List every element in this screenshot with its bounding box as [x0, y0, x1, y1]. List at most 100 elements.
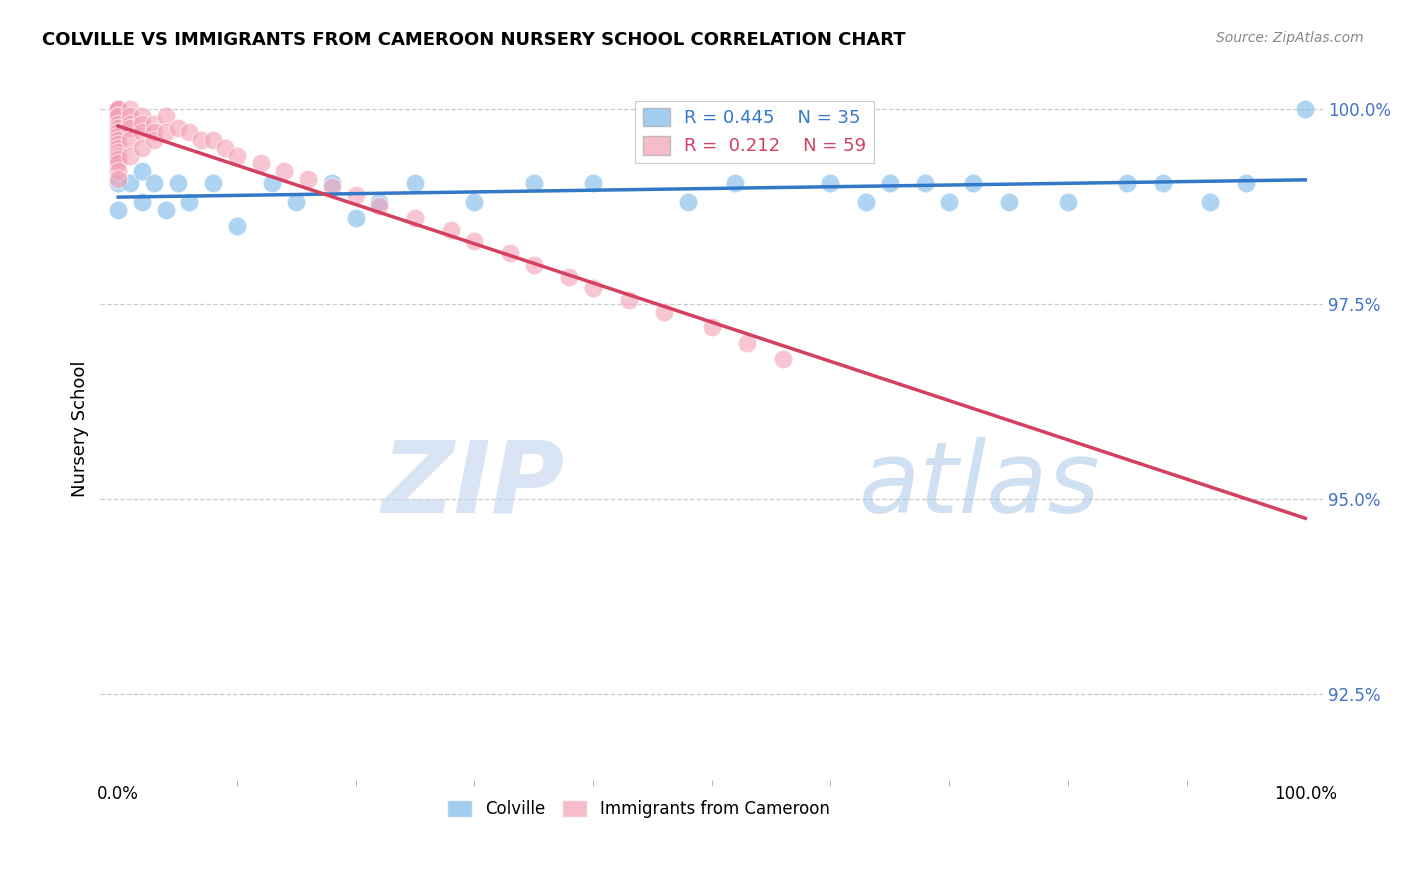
- Point: [118, 110, 141, 124]
- Point: [107, 121, 129, 136]
- Point: [297, 172, 319, 186]
- Point: [131, 195, 153, 210]
- Point: [107, 110, 129, 124]
- Point: [344, 187, 367, 202]
- Point: [107, 133, 129, 147]
- Point: [404, 211, 426, 225]
- Point: [179, 125, 201, 139]
- Point: [368, 199, 391, 213]
- Point: [938, 195, 960, 210]
- Point: [107, 203, 129, 218]
- Point: [131, 117, 153, 131]
- Legend: Colville, Immigrants from Cameroon: Colville, Immigrants from Cameroon: [440, 793, 837, 825]
- Point: [118, 102, 141, 116]
- Point: [166, 176, 188, 190]
- Point: [202, 176, 225, 190]
- Point: [225, 219, 247, 233]
- Point: [107, 102, 129, 116]
- Point: [523, 176, 546, 190]
- Point: [1294, 102, 1316, 116]
- Point: [118, 117, 141, 131]
- Point: [439, 223, 461, 237]
- Text: Source: ZipAtlas.com: Source: ZipAtlas.com: [1216, 31, 1364, 45]
- Point: [997, 195, 1019, 210]
- Point: [523, 258, 546, 272]
- Point: [202, 133, 225, 147]
- Point: [737, 335, 759, 350]
- Point: [700, 320, 723, 334]
- Point: [107, 141, 129, 155]
- Point: [368, 195, 391, 210]
- Point: [155, 203, 177, 218]
- Point: [107, 164, 129, 178]
- Point: [142, 176, 165, 190]
- Point: [582, 176, 605, 190]
- Point: [107, 136, 129, 151]
- Point: [131, 125, 153, 139]
- Point: [652, 304, 675, 318]
- Point: [1116, 176, 1139, 190]
- Point: [107, 102, 129, 116]
- Point: [107, 110, 129, 124]
- Point: [107, 172, 129, 186]
- Point: [1234, 176, 1257, 190]
- Point: [107, 102, 129, 116]
- Point: [214, 141, 236, 155]
- Point: [1152, 176, 1174, 190]
- Point: [724, 176, 747, 190]
- Point: [118, 148, 141, 162]
- Point: [179, 195, 201, 210]
- Point: [107, 102, 129, 116]
- Text: ZIP: ZIP: [382, 436, 565, 533]
- Point: [285, 195, 308, 210]
- Point: [118, 121, 141, 136]
- Point: [344, 211, 367, 225]
- Point: [118, 176, 141, 190]
- Point: [914, 176, 936, 190]
- Point: [558, 269, 581, 284]
- Point: [107, 145, 129, 159]
- Point: [155, 110, 177, 124]
- Point: [166, 121, 188, 136]
- Point: [107, 125, 129, 139]
- Point: [142, 133, 165, 147]
- Point: [107, 128, 129, 143]
- Point: [155, 125, 177, 139]
- Point: [962, 176, 984, 190]
- Point: [142, 125, 165, 139]
- Point: [463, 235, 485, 249]
- Text: atlas: atlas: [859, 436, 1099, 533]
- Point: [1199, 195, 1222, 210]
- Point: [617, 293, 640, 307]
- Point: [131, 110, 153, 124]
- Point: [582, 281, 605, 295]
- Point: [273, 164, 295, 178]
- Point: [321, 179, 343, 194]
- Point: [249, 156, 271, 170]
- Point: [107, 176, 129, 190]
- Point: [463, 195, 485, 210]
- Point: [321, 176, 343, 190]
- Point: [855, 195, 877, 210]
- Point: [107, 153, 129, 167]
- Text: COLVILLE VS IMMIGRANTS FROM CAMEROON NURSERY SCHOOL CORRELATION CHART: COLVILLE VS IMMIGRANTS FROM CAMEROON NUR…: [42, 31, 905, 49]
- Y-axis label: Nursery School: Nursery School: [72, 360, 89, 497]
- Point: [404, 176, 426, 190]
- Point: [190, 133, 212, 147]
- Point: [131, 164, 153, 178]
- Point: [879, 176, 901, 190]
- Point: [772, 351, 794, 366]
- Point: [107, 117, 129, 131]
- Point: [820, 176, 842, 190]
- Point: [262, 176, 284, 190]
- Point: [131, 141, 153, 155]
- Point: [499, 246, 522, 260]
- Point: [118, 133, 141, 147]
- Point: [676, 195, 699, 210]
- Point: [107, 102, 129, 116]
- Point: [107, 148, 129, 162]
- Point: [142, 117, 165, 131]
- Point: [107, 156, 129, 170]
- Point: [1057, 195, 1080, 210]
- Point: [225, 148, 247, 162]
